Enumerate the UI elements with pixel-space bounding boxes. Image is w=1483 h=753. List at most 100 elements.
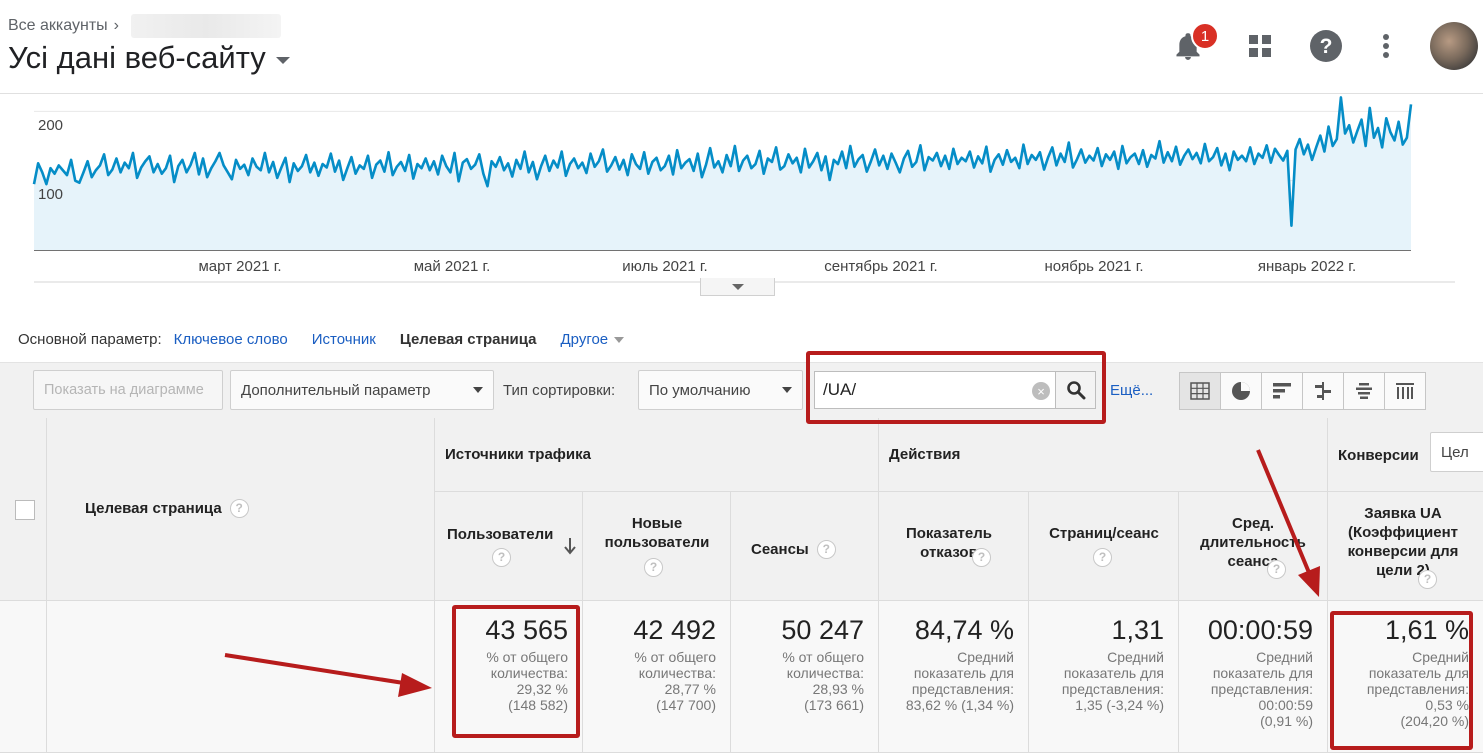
col-header-bounce-rate-label[interactable]: Показатель отказов <box>905 525 992 561</box>
col-header-sessions[interactable]: Сеансы ? <box>731 492 879 601</box>
series-area <box>34 97 1411 250</box>
subtext-line: (148 582) <box>508 697 568 713</box>
view-selector[interactable]: Усі дані веб-сайту <box>8 40 290 76</box>
dimension-header-label[interactable]: Целевая страница <box>85 500 222 517</box>
col-header-users[interactable]: Пользователи ? <box>435 492 583 601</box>
subtext-line: 83,62 % (1,34 %) <box>905 697 1014 713</box>
subtext-line: показатель для <box>913 665 1014 681</box>
view-comparison-button[interactable] <box>1302 372 1344 410</box>
clear-icon[interactable]: × <box>1032 382 1050 400</box>
help-tooltip-icon[interactable]: ? <box>229 499 249 518</box>
breadcrumb[interactable]: Все аккаунты › <box>8 14 281 38</box>
subtext-line: показатель для <box>1212 665 1313 681</box>
svg-text:?: ? <box>1320 35 1333 58</box>
help-button[interactable]: ? <box>1306 26 1346 66</box>
summary-avg-duration-subtext: Средний показатель для представления: 00:00… <box>1189 649 1313 729</box>
avatar[interactable] <box>1430 22 1478 70</box>
x-tick-label: январь 2022 г. <box>1257 258 1357 275</box>
subtext-line: 28,77 % <box>664 681 716 697</box>
chart-collapse-toggle[interactable] <box>700 278 775 296</box>
more-options-button[interactable] <box>1366 26 1406 66</box>
group-traffic-label: Источники трафика <box>445 446 591 463</box>
subtext-line: количества: <box>490 665 568 681</box>
col-header-new-users-label[interactable]: Новые пользователи <box>604 515 710 551</box>
subtext-line: представления: <box>1366 681 1469 697</box>
primary-dimension-label: Основной параметр: <box>18 331 162 348</box>
comparison-icon <box>1315 382 1331 400</box>
series-line <box>32 96 1413 228</box>
summary-sessions-subtext: % от общего количества: 28,93 % (173 661) <box>741 649 864 713</box>
help-tooltip-icon[interactable]: ? <box>1267 560 1286 579</box>
view-data-table-button[interactable] <box>1179 372 1221 410</box>
subtext-line: 1,35 (-3,24 %) <box>1075 697 1164 713</box>
col-header-sessions-label[interactable]: Сеансы <box>751 541 809 558</box>
help-tooltip-icon[interactable]: ? <box>644 558 663 577</box>
sort-arrow-down-icon <box>564 538 576 555</box>
summary-sessions-cell: 50 247 % от общего количества: 28,93 % (173… <box>731 601 879 753</box>
col-header-goal-conversion[interactable]: Заявка UA (Коэффициент конверсии для цел… <box>1328 492 1483 601</box>
summary-row-label-cell <box>47 601 435 753</box>
caret-down-icon[interactable] <box>275 56 290 64</box>
app-header: Все аккаунты › Усі дані веб-сайту 1 ? <box>0 0 1483 94</box>
help-tooltip-icon[interactable]: ? <box>1418 570 1437 589</box>
subtext-line: % от общего <box>782 649 864 665</box>
data-table: Целевая страница ? Источники трафика Дей… <box>0 418 1483 753</box>
view-pivot-button[interactable] <box>1384 372 1426 410</box>
summary-goal-conversion-subtext: Средний показатель для представления: 0,53 … <box>1338 649 1469 729</box>
help-tooltip-icon[interactable]: ? <box>972 548 991 567</box>
select-all-checkbox[interactable] <box>15 500 35 520</box>
subtext-line: (173 661) <box>804 697 864 713</box>
dimension-other-label[interactable]: Другое <box>560 331 609 348</box>
dimension-other-dropdown[interactable]: Другое <box>560 331 625 348</box>
col-header-avg-duration[interactable]: Сред. длительность сеанса ? <box>1179 492 1328 601</box>
subtext-line: количества: <box>786 665 864 681</box>
subtext-line: количества: <box>638 665 716 681</box>
secondary-dimension-dropdown[interactable]: Дополнительный параметр <box>230 370 494 410</box>
summary-new-users-subtext: % от общего количества: 28,77 % (147 700) <box>593 649 716 713</box>
y-tick-label: 200 <box>38 117 64 134</box>
plot-rows-button[interactable]: Показать на диаграмме <box>33 370 223 410</box>
table-view-switcher <box>1179 372 1426 410</box>
chart-svg <box>32 96 1455 283</box>
caret-down-icon <box>782 387 792 393</box>
subtext-line: показатель для <box>1368 665 1469 681</box>
help-tooltip-icon[interactable]: ? <box>492 548 511 567</box>
dimension-keyword[interactable]: Ключевое слово <box>173 331 288 348</box>
dimension-source[interactable]: Источник <box>311 331 376 348</box>
col-header-avg-duration-label[interactable]: Сред. длительность сеанса <box>1200 515 1306 570</box>
summary-avg-duration-value: 00:00:59 <box>1207 615 1313 645</box>
view-performance-button[interactable] <box>1261 372 1303 410</box>
help-tooltip-icon[interactable]: ? <box>1093 548 1112 567</box>
col-header-pages-per-session[interactable]: Страниц/сеанс ? <box>1029 492 1179 601</box>
view-pie-button[interactable] <box>1220 372 1262 410</box>
apps-button[interactable] <box>1240 26 1280 66</box>
search-button[interactable] <box>1055 372 1095 408</box>
col-header-pages-per-session-label[interactable]: Страниц/сеанс <box>1049 525 1159 542</box>
sort-type-value: По умолчанию <box>649 381 751 399</box>
breadcrumb-all-accounts[interactable]: Все аккаунты <box>8 17 108 34</box>
subtext-line: Средний <box>1412 649 1469 665</box>
table-search-input[interactable] <box>815 380 1025 400</box>
help-tooltip-icon[interactable]: ? <box>816 540 836 559</box>
subtext-line: Средний <box>1107 649 1164 665</box>
goal-select-dropdown[interactable]: Цел <box>1430 432 1483 472</box>
summary-new-users-value: 42 492 <box>633 615 716 645</box>
view-title[interactable]: Усі дані веб-сайту <box>8 40 266 75</box>
apps-grid-icon <box>1249 35 1271 57</box>
col-header-goal-conversion-label[interactable]: Заявка UA (Коэффициент конверсии для цел… <box>1347 505 1459 579</box>
sort-type-dropdown[interactable]: По умолчанию <box>638 370 803 410</box>
table-search: × <box>814 371 1096 409</box>
subtext-line: (147 700) <box>656 697 716 713</box>
x-tick-label: ноябрь 2021 г. <box>1044 258 1144 275</box>
caret-down-icon <box>473 387 483 393</box>
col-header-users-label[interactable]: Пользователи <box>447 526 554 543</box>
advanced-filter-link[interactable]: Ещё... <box>1110 382 1154 399</box>
subtext-line: % от общего <box>634 649 716 665</box>
col-header-new-users[interactable]: Новые пользователи ? <box>583 492 731 601</box>
col-header-bounce-rate[interactable]: Показатель отказов ? <box>879 492 1029 601</box>
x-tick-label: июль 2021 г. <box>622 258 708 275</box>
summary-row-spacer <box>0 601 47 753</box>
subtext-line: представления: <box>911 681 1014 697</box>
view-term-cloud-button[interactable] <box>1343 372 1385 410</box>
subtext-line: показатель для <box>1063 665 1164 681</box>
